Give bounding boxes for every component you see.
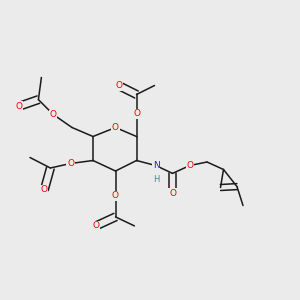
Text: N: N	[153, 161, 159, 170]
Text: O: O	[112, 123, 119, 132]
Text: O: O	[15, 102, 22, 111]
Text: O: O	[186, 161, 193, 170]
Text: O: O	[112, 191, 119, 200]
Text: O: O	[115, 81, 122, 90]
Text: O: O	[92, 221, 100, 230]
Text: O: O	[133, 110, 140, 118]
Text: H: H	[153, 175, 159, 184]
Text: O: O	[169, 189, 176, 198]
Text: O: O	[41, 185, 48, 194]
Text: O: O	[50, 110, 57, 119]
Text: O: O	[67, 159, 74, 168]
